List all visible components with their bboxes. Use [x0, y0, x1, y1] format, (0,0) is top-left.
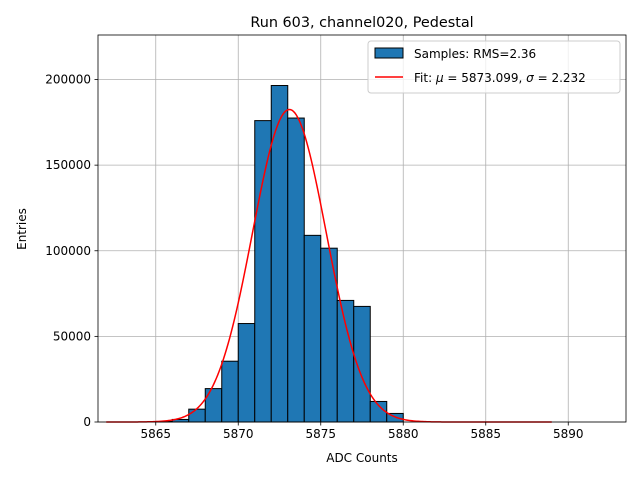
legend-fit-label: Fit: μ = 5873.099, σ = 2.232	[414, 71, 586, 85]
legend-frame	[367, 40, 621, 94]
histogram-bar	[237, 323, 256, 423]
y-tick-label: 150000	[45, 158, 91, 172]
histogram-bar	[336, 299, 355, 423]
histogram-bar	[303, 234, 322, 423]
y-tick-label: 100000	[45, 244, 91, 258]
x-tick-label: 5870	[223, 427, 254, 441]
x-tick-label: 5880	[388, 427, 419, 441]
axes-frame	[97, 34, 627, 423]
legend-fit-sigma-value: = 2.232	[534, 71, 586, 85]
chart-title: Run 603, channel020, Pedestal	[250, 15, 473, 31]
legend-fit-sigma-symbol: σ	[526, 71, 534, 85]
x-tick-label: 5890	[553, 427, 584, 441]
x-tick-label: 5865	[140, 427, 171, 441]
y-tick-label: 50000	[53, 329, 91, 343]
legend-histogram-label: Samples: RMS=2.36	[414, 47, 536, 61]
histogram-bar	[353, 305, 371, 423]
histogram-bar	[221, 360, 239, 423]
histogram-bar	[204, 388, 223, 423]
y-tick-label: 0	[83, 415, 91, 429]
x-axis-label: ADC Counts	[326, 451, 398, 465]
x-tick-label: 5885	[470, 427, 501, 441]
legend-histogram-swatch	[374, 47, 404, 59]
histogram-bar	[287, 117, 305, 423]
y-tick-label: 200000	[45, 73, 91, 87]
y-axis-ticks: 0 50000 100000 150000 200000	[45, 73, 98, 429]
legend-fit-mu-symbol: μ	[435, 71, 444, 85]
histogram-bars	[155, 85, 404, 423]
x-axis-ticks: 5865 5870 5875 5880 5885 5890	[140, 422, 584, 441]
histogram-bar	[188, 408, 206, 423]
legend: Samples: RMS=2.36 Fit: μ = 5873.099, σ =…	[367, 40, 621, 94]
histogram-bar	[254, 120, 272, 423]
legend-fit-prefix: Fit:	[414, 71, 436, 85]
y-axis-label: Entries	[15, 208, 29, 250]
legend-fit-mu-value: = 5873.099,	[444, 71, 527, 85]
x-tick-label: 5875	[305, 427, 336, 441]
